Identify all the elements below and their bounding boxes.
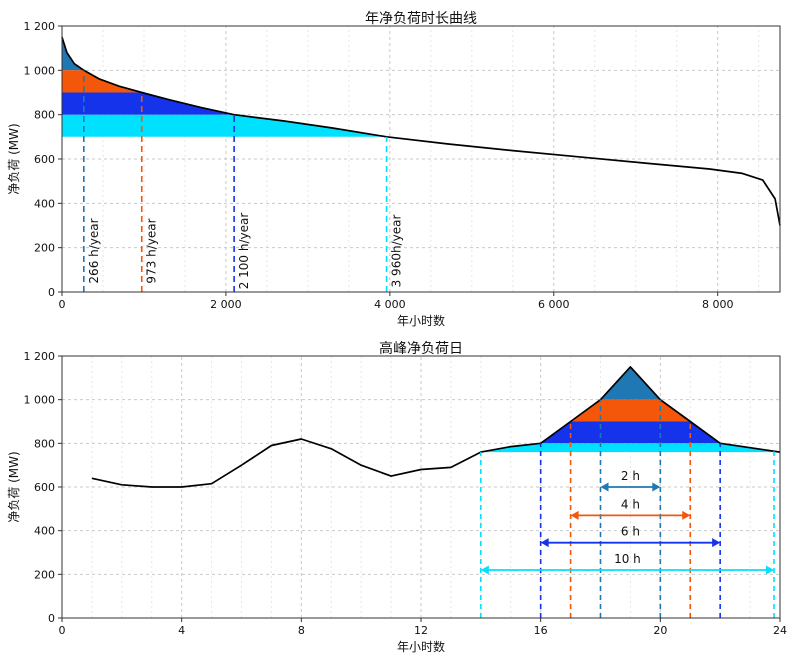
- y-tick-label: 200: [34, 242, 55, 255]
- y-tick-label: 800: [34, 109, 55, 122]
- band-760-800-mw: [481, 443, 780, 453]
- x-tick-label: 16: [534, 624, 548, 637]
- annual-chart-title: 年净负荷时长曲线: [365, 11, 477, 27]
- arrowhead-right: [652, 482, 661, 492]
- x-tick-label: 4 000: [374, 298, 406, 311]
- peak-day-chart-title: 高峰净负荷日: [379, 341, 463, 357]
- band-900-1000-mw: [570, 399, 690, 422]
- y-tick-label: 0: [48, 612, 55, 625]
- annotation-label: 2 100 h/year: [237, 213, 251, 290]
- annual-chart-ylabel: 净负荷 (MW): [7, 123, 21, 195]
- annual-chart-xlabel: 年小时数: [396, 314, 445, 328]
- y-tick-label: 800: [34, 437, 55, 450]
- peak-day-chart-xlabel: 年小时数: [396, 640, 445, 654]
- band-800-900-mw: [62, 92, 233, 115]
- annual-duration-curve-chart: 266 h/year 973 h/year 2 100 h/year 3 960h/y…: [24, 20, 781, 311]
- band-800-900-mw: [541, 421, 721, 444]
- band-above-1000-mw: [601, 367, 661, 400]
- annotation-label: 266 h/year: [87, 218, 101, 283]
- x-tick-label: 8 000: [702, 298, 734, 311]
- x-tick-label: 12: [414, 624, 428, 637]
- window-label: 4 h: [621, 497, 640, 511]
- y-tick-label: 1 000: [24, 394, 56, 407]
- net-load-duration-curve: [61, 36, 781, 226]
- x-tick-label: 20: [653, 624, 667, 637]
- arrowhead-right: [712, 538, 721, 548]
- annotation-label: 3 960h/year: [390, 215, 404, 288]
- band-above-1000-mw: [62, 37, 84, 71]
- x-tick-label: 6 000: [538, 298, 570, 311]
- window-label: 6 h: [621, 525, 640, 539]
- y-tick-label: 1 200: [24, 350, 56, 363]
- band-700-800-mw: [62, 114, 387, 137]
- x-tick-label: 8: [298, 624, 305, 637]
- arrowhead-right: [682, 510, 691, 520]
- arrowhead-left: [600, 482, 609, 492]
- y-tick-label: 600: [34, 481, 55, 494]
- x-tick-label: 2 000: [210, 298, 242, 311]
- annotation-label: 973 h/year: [145, 218, 159, 283]
- window-label: 10 h: [614, 552, 641, 566]
- y-tick-label: 0: [48, 286, 55, 299]
- y-tick-label: 400: [34, 197, 55, 210]
- x-tick-label: 0: [59, 298, 66, 311]
- arrowhead-left: [570, 510, 579, 520]
- peak-day-net-load: [91, 366, 781, 488]
- x-tick-label: 24: [773, 624, 787, 637]
- y-tick-label: 200: [34, 568, 55, 581]
- y-tick-label: 1 200: [24, 20, 56, 33]
- peak-day-chart: 2 h 4 h 6 h 10 h 0 4 8 12 16 20 24 0 200 400 600 800 1 0…: [24, 350, 788, 637]
- plot-border: [61, 25, 781, 293]
- arrowhead-left: [480, 565, 489, 575]
- x-tick-label: 4: [178, 624, 185, 637]
- y-tick-label: 400: [34, 525, 55, 538]
- y-tick-label: 600: [34, 153, 55, 166]
- y-tick-label: 1 000: [24, 64, 56, 77]
- peak-day-chart-ylabel: 净负荷 (MW): [7, 451, 21, 523]
- x-tick-label: 0: [59, 624, 66, 637]
- window-label: 2 h: [621, 469, 640, 483]
- arrowhead-left: [540, 538, 549, 548]
- arrowhead-right: [766, 565, 775, 575]
